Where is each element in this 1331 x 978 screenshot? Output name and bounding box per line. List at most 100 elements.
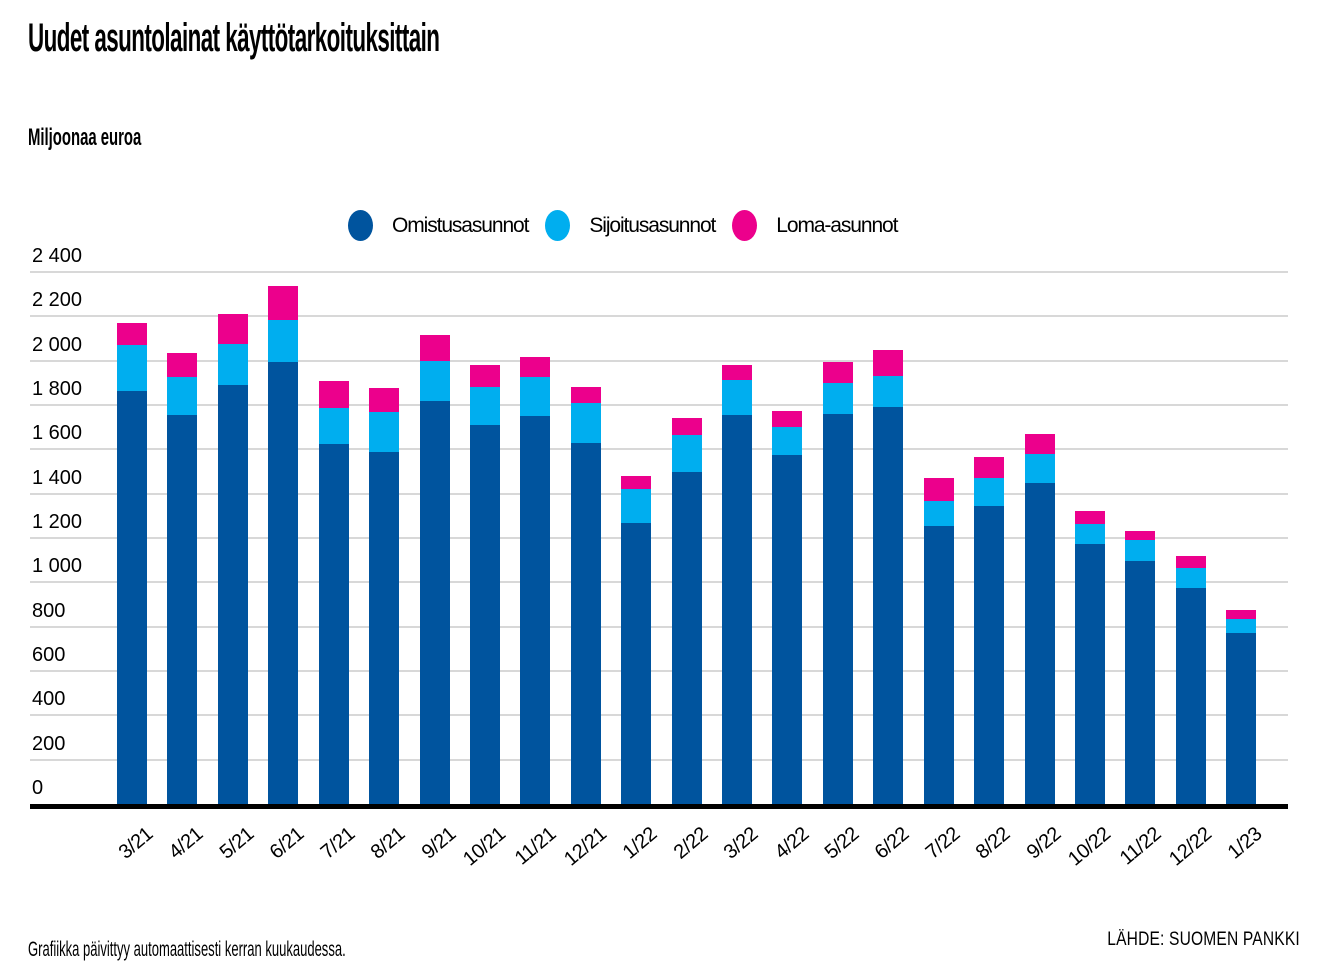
- segment-loma-asunnot: [722, 365, 753, 380]
- gridline: [30, 404, 1288, 406]
- segment-sijoitusasunnot: [369, 411, 400, 452]
- x-tick-text: 9/22: [1022, 823, 1065, 864]
- segment-omistusasunnot: [1024, 482, 1055, 804]
- bar-5/21: [217, 314, 248, 804]
- segment-omistusasunnot: [369, 451, 400, 804]
- segment-omistusasunnot: [621, 522, 652, 804]
- segment-omistusasunnot: [822, 413, 853, 804]
- segment-loma-asunnot: [1175, 555, 1206, 568]
- segment-loma-asunnot: [1226, 610, 1257, 619]
- legend-item: Loma-asunnot: [732, 210, 898, 241]
- y-tick-label: 800: [32, 599, 66, 622]
- segment-loma-asunnot: [621, 475, 652, 490]
- segment-sijoitusasunnot: [419, 360, 450, 401]
- y-tick-label: 200: [32, 732, 66, 755]
- y-tick-label: 1 800: [32, 378, 83, 400]
- segment-loma-asunnot: [671, 418, 702, 435]
- bar-7/22: [923, 478, 954, 804]
- legend-item: Omistusasunnot: [348, 210, 529, 241]
- gridline: [30, 581, 1288, 584]
- gridline: [30, 448, 1288, 451]
- gridline: [30, 625, 1288, 628]
- bar-11/21: [520, 357, 551, 804]
- segment-loma-asunnot: [469, 365, 500, 388]
- legend-item: Sijoitusasunnot: [545, 210, 716, 241]
- bar-10/21: [469, 365, 500, 804]
- x-tick-text: 9/21: [417, 823, 460, 864]
- segment-sijoitusasunnot: [1024, 453, 1055, 483]
- gridline: [30, 670, 1288, 672]
- segment-omistusasunnot: [1074, 543, 1105, 804]
- bar-8/22: [974, 457, 1005, 804]
- bar-3/21: [117, 323, 147, 804]
- x-tick-text: 11/22: [1116, 823, 1166, 870]
- bar-11/22: [1125, 531, 1156, 804]
- segment-sijoitusasunnot: [217, 344, 248, 385]
- segment-omistusasunnot: [873, 407, 904, 804]
- gridline: [30, 315, 1288, 318]
- segment-sijoitusasunnot: [1175, 567, 1206, 588]
- segment-sijoitusasunnot: [621, 489, 652, 523]
- segment-omistusasunnot: [923, 525, 954, 804]
- y-axis-unit-label: Miljoonaa euroa: [28, 124, 142, 151]
- segment-sijoitusasunnot: [722, 379, 753, 415]
- segment-omistusasunnot: [722, 415, 753, 804]
- segment-sijoitusasunnot: [268, 319, 299, 362]
- segment-omistusasunnot: [217, 385, 248, 804]
- y-tick-label: 400: [32, 688, 66, 711]
- gridline: [30, 492, 1288, 495]
- x-tick-text: 1/23: [1223, 823, 1267, 864]
- bar-5/22: [822, 361, 853, 804]
- segment-loma-asunnot: [1074, 511, 1105, 524]
- x-tick-text: 3/22: [719, 823, 763, 864]
- segment-loma-asunnot: [217, 314, 248, 344]
- x-tick-text: 11/21: [511, 823, 561, 870]
- bar-7/21: [318, 380, 349, 804]
- legend: Omistusasunnot Sijoitusasunnot Loma-asunno…: [348, 210, 898, 241]
- segment-loma-asunnot: [974, 457, 1005, 479]
- y-tick-label: 1 600: [32, 422, 83, 445]
- segment-sijoitusasunnot: [974, 478, 1005, 506]
- bar-1/23: [1226, 610, 1257, 804]
- x-tick-text: 6/22: [871, 823, 914, 864]
- legend-dot-3: [732, 210, 758, 241]
- chart-title: Uudet asuntolainat käyttötarkoituksittai…: [28, 16, 440, 60]
- segment-omistusasunnot: [671, 471, 702, 804]
- x-tick-text: 4/22: [770, 823, 813, 864]
- bar-2/22: [671, 418, 702, 804]
- x-tick-text: 6/21: [265, 823, 309, 864]
- bar-10/22: [1074, 511, 1105, 804]
- segment-sijoitusasunnot: [772, 427, 803, 455]
- x-tick-text: 10/21: [459, 823, 511, 871]
- segment-omistusasunnot: [570, 442, 601, 804]
- bar-12/21: [570, 387, 601, 804]
- y-tick-label: 1 200: [32, 511, 83, 533]
- x-tick-text: 8/22: [971, 823, 1015, 864]
- legend-label: Loma-asunnot: [776, 214, 898, 237]
- segment-omistusasunnot: [419, 400, 450, 804]
- bar-6/21: [268, 286, 299, 804]
- y-tick-label: 0: [32, 777, 44, 799]
- x-axis-line: [30, 804, 1288, 809]
- bar-1/22: [621, 475, 652, 804]
- segment-omistusasunnot: [520, 416, 551, 804]
- segment-sijoitusasunnot: [1125, 540, 1156, 562]
- y-tick-label: 600: [32, 644, 66, 666]
- bar-9/22: [1024, 433, 1055, 804]
- y-tick-label: 1 000: [32, 555, 83, 578]
- x-tick-text: 12/22: [1165, 823, 1216, 871]
- legend-label: Omistusasunnot: [392, 214, 529, 237]
- segment-sijoitusasunnot: [318, 408, 349, 444]
- segment-loma-asunnot: [1125, 531, 1156, 541]
- plot-area: 0 200 400 600 800 1 000 1 200 1 400 1 600 1 800 2 …: [30, 245, 1288, 870]
- bar-3/22: [722, 365, 753, 804]
- gridline: [30, 714, 1288, 717]
- x-tick-text: 3/21: [114, 823, 158, 864]
- segment-omistusasunnot: [268, 361, 299, 804]
- y-tick-label: 2 000: [32, 333, 83, 356]
- source-label: LÄHDE: SUOMEN PANKKI: [1107, 929, 1300, 950]
- segment-loma-asunnot: [1024, 433, 1055, 454]
- segment-loma-asunnot: [268, 286, 299, 320]
- bar-6/22: [873, 349, 904, 804]
- y-tick-label: 2 400: [32, 245, 83, 267]
